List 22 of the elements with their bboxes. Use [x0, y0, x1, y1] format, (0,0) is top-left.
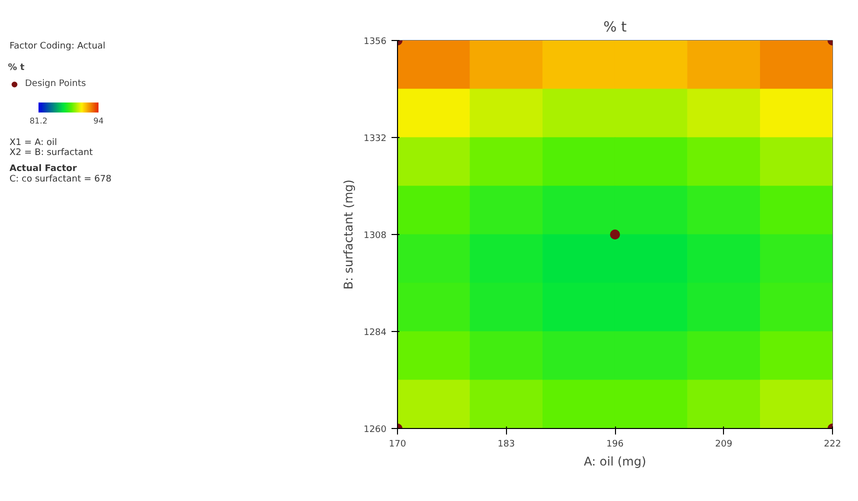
text: Actual Factor	[10, 164, 78, 174]
x-axis-title: A: oil (mg)	[584, 454, 646, 468]
y-tick-label: 1284	[364, 328, 387, 338]
text: X1 = A: oil	[10, 138, 58, 148]
text: Factor Coding: Actual	[10, 41, 106, 52]
y-tick-label: 1260	[364, 425, 387, 435]
y-axis-title: B: surfactant (mg)	[342, 180, 356, 290]
legend-label: Design Points	[25, 79, 86, 89]
y-tick-label: 1308	[364, 231, 387, 241]
x-tick-label: 183	[498, 440, 515, 450]
color-bar-label: 81.2	[30, 116, 48, 126]
x-tick-label: 170	[388, 440, 406, 450]
legend-title: % t	[8, 63, 26, 73]
chart-title: % t	[603, 20, 628, 36]
y-tick-label: 1332	[364, 134, 386, 144]
color-bar-label: 94	[93, 116, 104, 126]
x-tick-label: 209	[715, 440, 733, 450]
text: C: co surfactant = 678	[10, 174, 112, 184]
x-tick-label: 222	[824, 440, 842, 450]
text: X2 = B: surfactant	[10, 148, 94, 158]
x-tick-label: 196	[606, 440, 624, 450]
y-tick-label: 1356	[364, 37, 387, 47]
